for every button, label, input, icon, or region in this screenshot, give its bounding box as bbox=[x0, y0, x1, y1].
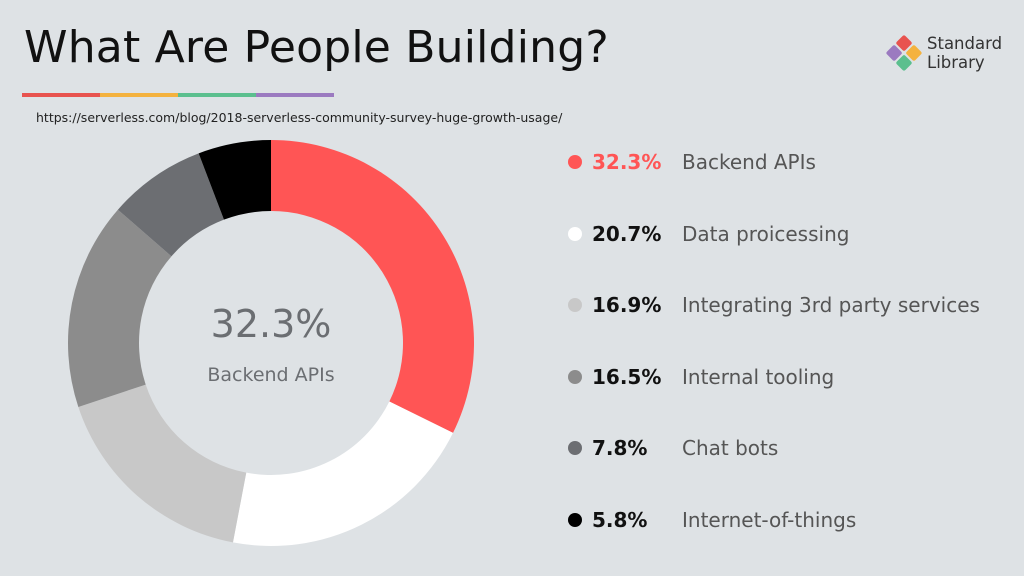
brand-logo: Standard Library bbox=[886, 34, 1002, 72]
center-value: 32.3% bbox=[211, 302, 332, 346]
legend-item: 32.3% Backend APIs bbox=[560, 150, 816, 174]
legend-value: 7.8% bbox=[592, 436, 648, 460]
legend-value: 16.5% bbox=[592, 364, 662, 389]
page-title: What Are People Building? bbox=[24, 22, 609, 73]
legend-dot-icon bbox=[568, 512, 582, 527]
title-underline-purple bbox=[256, 93, 334, 97]
legend-item: 7.8% Chat bots bbox=[560, 436, 778, 460]
donut-chart: 32.3% Backend APIs bbox=[68, 140, 475, 546]
legend-item: 16.5% Internal tooling bbox=[560, 365, 834, 389]
brand-line-2: Library bbox=[927, 53, 985, 72]
legend-item: 20.7% Data proicessing bbox=[560, 222, 849, 246]
donut-slice-integrating-3rd-party-services bbox=[78, 384, 247, 543]
legend-item: 5.8% Internet-of-things bbox=[560, 508, 856, 532]
legend-value: 5.8% bbox=[592, 507, 648, 532]
legend-value: 32.3% bbox=[592, 150, 662, 174]
brand-name: Standard Library bbox=[927, 34, 1002, 72]
legend-dot-icon bbox=[568, 226, 582, 241]
legend-value: 16.9% bbox=[592, 293, 662, 317]
center-label: Backend APIs bbox=[207, 364, 334, 386]
donut-slice-backend-apis bbox=[271, 140, 475, 433]
legend-dot-icon bbox=[568, 155, 582, 169]
legend-label: Internal tooling bbox=[682, 364, 835, 389]
legend-label: Data proicessing bbox=[682, 221, 850, 246]
legend-label: Chat bots bbox=[682, 436, 779, 460]
standard-library-logo-icon bbox=[886, 35, 922, 71]
donut-slice-chat-bots bbox=[117, 153, 224, 257]
donut-slice-internet-of-things bbox=[198, 140, 271, 220]
legend-dot-icon bbox=[568, 441, 582, 455]
source-url: https://serverless.com/blog/2018-serverl… bbox=[36, 110, 563, 125]
legend-label: Backend APIs bbox=[682, 150, 816, 174]
title-underline-green bbox=[178, 93, 256, 97]
legend-label: Integrating 3rd party services bbox=[682, 293, 980, 317]
title-underline-red bbox=[22, 93, 100, 97]
legend-dot-icon bbox=[568, 369, 582, 384]
legend-item: 16.9% Integrating 3rd party services bbox=[560, 293, 980, 317]
donut-slice-internal-tooling bbox=[68, 209, 172, 407]
legend-value: 20.7% bbox=[592, 221, 662, 246]
brand-line-1: Standard bbox=[927, 34, 1003, 53]
legend-dot-icon bbox=[568, 298, 582, 312]
legend-label: Internet-of-things bbox=[682, 507, 857, 532]
title-underline-orange bbox=[100, 93, 178, 97]
donut-slice-data-proicessing bbox=[232, 401, 454, 546]
